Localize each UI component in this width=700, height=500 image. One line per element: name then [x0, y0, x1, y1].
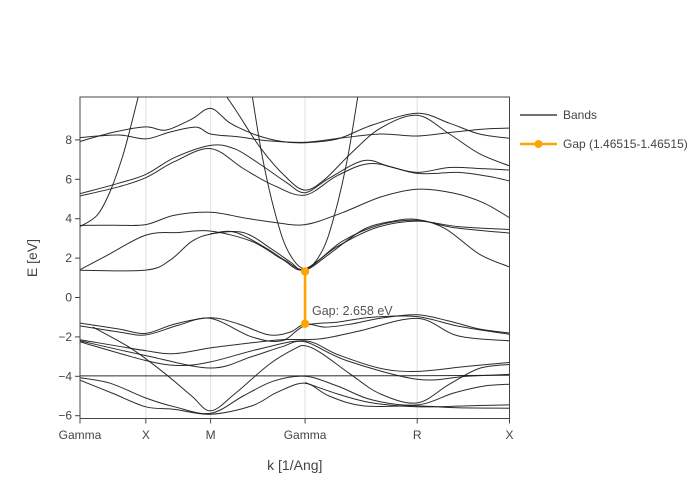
y-tick-label: −6 [58, 409, 72, 423]
gap-marker[interactable] [300, 267, 310, 328]
tick-labels: Gamma X M Gamma R X 8 6 4 2 0 −2 −4 −6 [58, 133, 513, 442]
band-line [80, 315, 510, 343]
x-tick-label: Gamma [284, 428, 327, 442]
y-tick-label: 0 [65, 291, 72, 305]
x-tick-label: X [505, 428, 513, 442]
gap-bottom-dot [300, 319, 310, 328]
y-tick-label: 4 [65, 212, 72, 226]
legend-item-gap[interactable]: Gap (1.46515-1.46515) [520, 137, 688, 151]
band-line [80, 317, 510, 355]
y-tick-label: −4 [58, 369, 72, 383]
band-line [80, 314, 510, 336]
gap-annotation: Gap: 2.658 eV [312, 304, 393, 318]
band-line [80, 148, 510, 197]
x-tick-label: Gamma [59, 428, 102, 442]
y-tick-label: −2 [58, 330, 72, 344]
y-tick-label: 2 [65, 251, 72, 265]
band-line [80, 379, 510, 415]
legend-gap-marker-icon [534, 140, 543, 148]
gridlines [145, 97, 418, 419]
band-line [80, 144, 510, 195]
legend-item-bands[interactable]: Bands [520, 108, 597, 122]
band-line [80, 107, 510, 144]
y-axis-title: E [eV] [24, 239, 40, 277]
legend-label-gap: Gap (1.46515-1.46515) [563, 137, 688, 151]
plot-background[interactable] [80, 97, 510, 419]
band-line [80, 97, 139, 228]
x-axis-title: k [1/Ang] [267, 457, 322, 473]
y-tick-label: 6 [65, 172, 72, 186]
band-line [226, 97, 510, 191]
legend: Bands Gap (1.46515-1.46515) [520, 108, 688, 151]
band-line [80, 126, 510, 143]
band-line [80, 340, 510, 372]
band-line [210, 220, 510, 271]
band-line [92, 326, 510, 412]
gap-top-dot [300, 267, 310, 276]
band-line [80, 375, 510, 415]
x-tick-label: R [413, 428, 422, 442]
bands-group [80, 97, 510, 415]
x-tick-label: X [142, 428, 150, 442]
band-line [304, 382, 510, 408]
legend-label-bands: Bands [563, 108, 597, 122]
tick-marks [75, 139, 510, 424]
band-line [80, 340, 510, 381]
y-tick-label: 8 [65, 133, 72, 147]
band-line [80, 219, 510, 271]
x-tick-label: M [206, 428, 216, 442]
band-line [80, 374, 510, 377]
band-line [80, 188, 510, 227]
